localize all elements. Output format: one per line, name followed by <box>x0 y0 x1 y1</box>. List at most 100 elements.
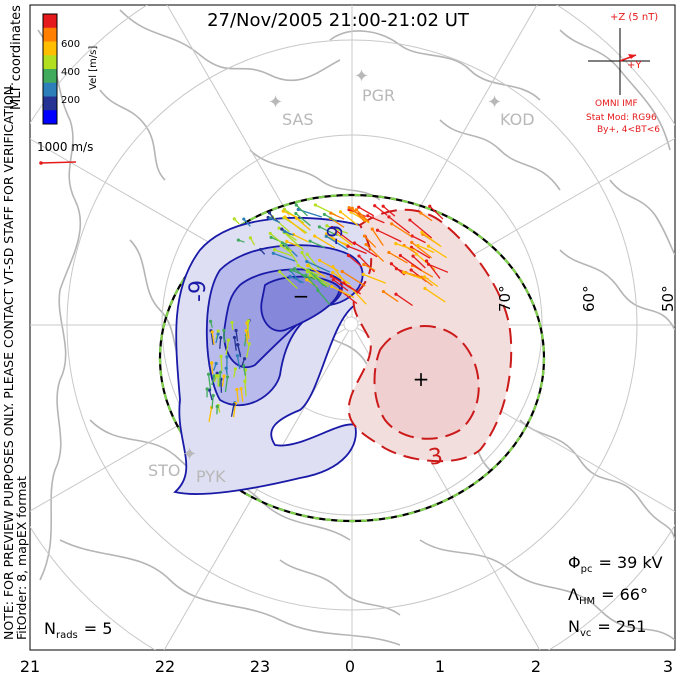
velocity-vector <box>218 372 222 387</box>
velocity-vector-origin <box>423 286 427 291</box>
velocity-vector-origin <box>416 243 420 248</box>
svg-text:22: 22 <box>155 657 175 674</box>
velocity-vector-origin <box>317 225 322 229</box>
velocity-vector-origin <box>242 217 246 221</box>
velocity-vector-origin <box>296 264 300 268</box>
velocity-vector <box>429 205 444 220</box>
velocity-vector <box>211 331 215 345</box>
velocity-vector <box>224 376 229 393</box>
velocity-vector-origin <box>308 273 312 277</box>
velocity-vector <box>274 249 293 257</box>
velocity-vector-origin <box>219 336 223 340</box>
velocity-vector <box>428 263 449 273</box>
velocity-vector-origin <box>375 228 380 232</box>
velocity-vector <box>289 270 302 284</box>
velocity-vector-origin <box>278 270 282 274</box>
velocity-vector <box>331 275 353 290</box>
svg-text:1: 1 <box>435 657 445 674</box>
velocity-vector-origin <box>232 335 237 340</box>
velocity-vector <box>306 260 331 273</box>
velocity-vector <box>211 362 214 375</box>
velocity-vector <box>426 260 441 279</box>
svg-text:70°: 70° <box>496 285 514 312</box>
velocity-vector-origin <box>236 343 240 347</box>
velocity-vector-origin <box>211 393 215 398</box>
latitude-labels: 70° 60° 50° <box>496 285 675 312</box>
velocity-vector-origin <box>268 216 272 220</box>
colorbar-tick: 600 <box>61 39 80 50</box>
colorbar-cell <box>43 96 57 111</box>
velocity-vector-origin <box>346 253 351 258</box>
velocity-vector-origin <box>294 203 298 207</box>
svg-text:3: 3 <box>663 657 673 674</box>
velocity-vector-origin <box>269 235 273 239</box>
velocity-vector <box>283 231 304 251</box>
velocity-vector-origin <box>370 227 374 231</box>
velocity-vector-origin <box>419 211 423 215</box>
velocity-vector-origin <box>281 209 285 213</box>
velocity-vector-origin <box>329 274 333 278</box>
velocity-vector <box>273 252 296 262</box>
velocity-vector <box>417 244 435 254</box>
velocity-vector <box>411 235 426 244</box>
velocity-vector <box>208 407 213 422</box>
reference-vector-arrow <box>39 161 77 164</box>
velocity-vector <box>411 246 431 259</box>
velocity-vector <box>330 217 345 228</box>
velocity-vector-origin <box>362 234 367 238</box>
velocity-vector-origin <box>354 208 359 212</box>
velocity-vector <box>280 245 291 253</box>
velocity-vector <box>330 212 345 220</box>
station-label: SAS <box>282 110 314 129</box>
velocity-vector-origin <box>322 212 326 217</box>
velocity-vector <box>424 276 439 288</box>
velocity-vector <box>347 245 367 255</box>
velocity-vector-origin <box>411 254 415 258</box>
imf-source: OMNI IMF <box>595 99 638 109</box>
velocity-vector-origin <box>226 338 231 342</box>
velocity-vector-origin <box>208 319 213 323</box>
velocity-vector-origin <box>258 247 263 252</box>
velocity-vector-origin <box>325 224 329 228</box>
velocity-vector <box>363 235 377 248</box>
velocity-vector-origin <box>394 292 398 296</box>
colorbar-cell <box>43 82 57 97</box>
svg-text:Nrads= 5: Nrads = 5 <box>44 619 112 641</box>
velocity-vector-origin <box>305 259 309 264</box>
velocity-vector-origin <box>313 234 317 238</box>
velocity-vector <box>319 259 339 272</box>
colorbar-cell <box>43 41 57 56</box>
velocity-vector-origin <box>216 329 220 333</box>
velocity-vector <box>282 210 298 219</box>
velocity-vector <box>388 216 411 234</box>
velocity-vector-origin <box>331 270 335 275</box>
velocity-vector-origin <box>324 234 328 238</box>
velocity-vector-origin <box>330 284 334 289</box>
velocity-vector-origin <box>232 402 236 407</box>
velocity-vector-origin <box>205 387 209 391</box>
potential-max-marker: + <box>413 367 430 391</box>
velocity-vector <box>211 395 214 409</box>
velocity-vector <box>269 217 281 224</box>
velocity-vector-origin <box>361 272 365 276</box>
velocity-vector-origin <box>340 269 344 274</box>
velocity-vector <box>305 274 320 291</box>
station-label: KOD <box>500 110 535 129</box>
velocity-vector-origin <box>206 372 211 376</box>
preview-note: NOTE: FOR PREVIEW PURPOSES ONLY. PLEASE … <box>1 82 16 640</box>
velocity-vector <box>326 225 349 234</box>
velocity-vector <box>332 279 349 292</box>
velocity-vector-origin <box>271 251 275 255</box>
colorbar-label: Vel [m/s] <box>88 46 99 90</box>
velocity-vector-origin <box>219 354 223 358</box>
velocity-vector-origin <box>244 328 248 333</box>
colorbar-cell <box>43 27 57 42</box>
hm-boundary-dash <box>158 193 546 523</box>
fit-order-note: FitOrder: 8, mapEX format <box>14 476 29 640</box>
radar-stations: ✦ SAS ✦ PGR ✦ KOD ✦ STO PYK <box>148 66 535 486</box>
velocity-vector-origin <box>305 252 309 256</box>
station-label: STO <box>148 461 181 480</box>
svg-text:0: 0 <box>345 657 355 674</box>
velocity-vector-origin <box>225 375 230 379</box>
imf-stat-model: Stat Mod: RG96 <box>586 113 657 123</box>
